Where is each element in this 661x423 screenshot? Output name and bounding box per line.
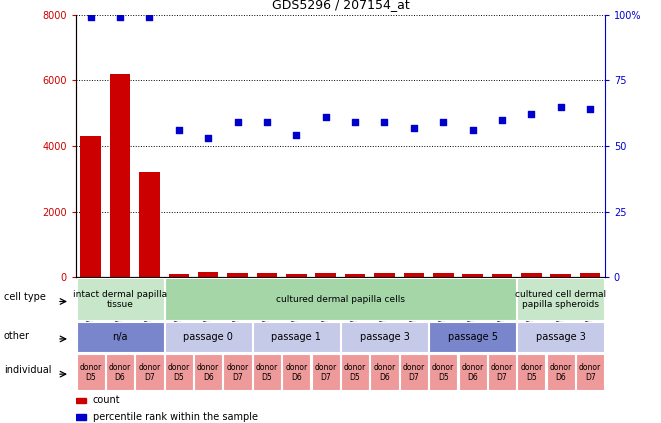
Point bbox=[585, 106, 596, 113]
Bar bbox=[345, 274, 366, 277]
Bar bbox=[429, 354, 457, 390]
Bar bbox=[404, 273, 424, 277]
Bar bbox=[223, 354, 252, 390]
Bar bbox=[76, 414, 86, 420]
Text: donor
D6: donor D6 bbox=[550, 363, 572, 382]
Point bbox=[555, 103, 566, 110]
Text: donor
D7: donor D7 bbox=[579, 363, 602, 382]
Text: donor
D5: donor D5 bbox=[256, 363, 278, 382]
Point bbox=[408, 124, 419, 131]
Bar bbox=[518, 354, 545, 390]
Text: donor
D6: donor D6 bbox=[109, 363, 131, 382]
Point bbox=[321, 114, 331, 121]
Bar bbox=[433, 273, 453, 277]
Text: donor
D5: donor D5 bbox=[520, 363, 543, 382]
Text: passage 5: passage 5 bbox=[447, 332, 498, 342]
Bar bbox=[198, 272, 219, 277]
Bar bbox=[169, 274, 189, 277]
Text: n/a: n/a bbox=[112, 332, 128, 342]
Text: intact dermal papilla
tissue: intact dermal papilla tissue bbox=[73, 290, 167, 309]
Point bbox=[467, 127, 478, 134]
Bar bbox=[256, 273, 277, 277]
Point bbox=[438, 119, 449, 126]
Bar bbox=[462, 274, 483, 277]
Text: donor
D5: donor D5 bbox=[168, 363, 190, 382]
Point bbox=[496, 116, 507, 123]
Bar bbox=[488, 354, 516, 390]
Text: donor
D5: donor D5 bbox=[432, 363, 454, 382]
Text: donor
D5: donor D5 bbox=[79, 363, 102, 382]
Point bbox=[232, 119, 243, 126]
Bar bbox=[518, 278, 604, 320]
Bar bbox=[459, 354, 486, 390]
Text: passage 0: passage 0 bbox=[183, 332, 233, 342]
Text: donor
D7: donor D7 bbox=[403, 363, 425, 382]
Text: donor
D7: donor D7 bbox=[491, 363, 513, 382]
Text: donor
D6: donor D6 bbox=[373, 363, 395, 382]
Text: GDS5296 / 207154_at: GDS5296 / 207154_at bbox=[272, 0, 409, 11]
Bar bbox=[521, 273, 541, 277]
Text: cell type: cell type bbox=[4, 292, 46, 302]
Bar bbox=[165, 278, 516, 320]
Text: individual: individual bbox=[4, 365, 52, 375]
Text: passage 3: passage 3 bbox=[536, 332, 586, 342]
Point bbox=[174, 127, 184, 134]
Point bbox=[526, 111, 537, 118]
Bar bbox=[194, 354, 222, 390]
Bar bbox=[374, 273, 395, 277]
Bar bbox=[136, 354, 163, 390]
Text: donor
D7: donor D7 bbox=[138, 363, 161, 382]
Bar bbox=[315, 273, 336, 277]
Text: donor
D6: donor D6 bbox=[461, 363, 484, 382]
Point bbox=[379, 119, 390, 126]
Point bbox=[350, 119, 360, 126]
Bar bbox=[253, 354, 281, 390]
Bar bbox=[106, 354, 134, 390]
Point bbox=[115, 14, 126, 21]
Text: percentile rank within the sample: percentile rank within the sample bbox=[93, 412, 258, 422]
Bar bbox=[282, 354, 311, 390]
Bar bbox=[370, 354, 399, 390]
Bar bbox=[77, 278, 163, 320]
Point bbox=[85, 14, 96, 21]
Text: passage 1: passage 1 bbox=[272, 332, 321, 342]
Text: passage 3: passage 3 bbox=[360, 332, 409, 342]
Bar bbox=[551, 274, 571, 277]
Bar bbox=[77, 322, 163, 352]
Text: donor
D7: donor D7 bbox=[315, 363, 337, 382]
Bar bbox=[76, 398, 86, 404]
Bar bbox=[81, 136, 101, 277]
Bar bbox=[227, 273, 248, 277]
Bar bbox=[492, 274, 512, 277]
Bar bbox=[253, 322, 340, 352]
Point bbox=[262, 119, 272, 126]
Point bbox=[291, 132, 301, 139]
Bar bbox=[518, 322, 604, 352]
Text: cultured dermal papilla cells: cultured dermal papilla cells bbox=[276, 295, 405, 304]
Text: donor
D5: donor D5 bbox=[344, 363, 366, 382]
Point bbox=[203, 135, 214, 141]
Bar bbox=[110, 74, 130, 277]
Text: other: other bbox=[4, 331, 30, 341]
Bar bbox=[165, 354, 193, 390]
Text: cultured cell dermal
papilla spheroids: cultured cell dermal papilla spheroids bbox=[515, 290, 606, 309]
Bar bbox=[165, 322, 252, 352]
Point bbox=[144, 14, 155, 21]
Text: donor
D7: donor D7 bbox=[227, 363, 249, 382]
Bar bbox=[139, 172, 160, 277]
Bar bbox=[311, 354, 340, 390]
Text: count: count bbox=[93, 395, 120, 405]
Bar bbox=[341, 322, 428, 352]
Bar bbox=[576, 354, 604, 390]
Bar bbox=[341, 354, 369, 390]
Bar bbox=[429, 322, 516, 352]
Bar bbox=[77, 354, 105, 390]
Bar bbox=[286, 274, 307, 277]
Text: donor
D6: donor D6 bbox=[286, 363, 307, 382]
Bar bbox=[580, 273, 600, 277]
Bar bbox=[547, 354, 575, 390]
Text: donor
D6: donor D6 bbox=[197, 363, 219, 382]
Bar bbox=[400, 354, 428, 390]
